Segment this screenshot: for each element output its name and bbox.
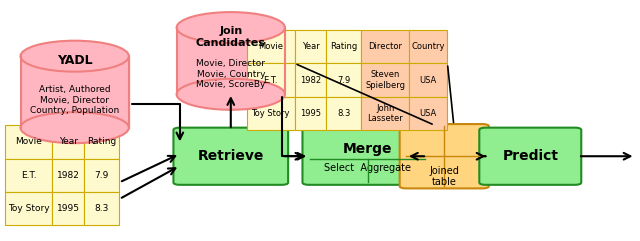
Text: 1982: 1982: [57, 171, 80, 180]
Bar: [294, 97, 326, 130]
Text: Director: Director: [368, 42, 403, 51]
Bar: [294, 30, 326, 63]
Text: Movie, Director
Movie, Country
Movie, ScoreBy: Movie, Director Movie, Country Movie, Sc…: [196, 59, 266, 89]
Bar: [326, 63, 362, 97]
Bar: [326, 30, 362, 63]
Text: Steven
Spielberg: Steven Spielberg: [365, 70, 405, 90]
FancyBboxPatch shape: [479, 128, 581, 185]
FancyBboxPatch shape: [399, 124, 489, 188]
Text: Predict: Predict: [502, 149, 558, 163]
FancyBboxPatch shape: [173, 128, 288, 185]
Bar: [294, 63, 326, 97]
Bar: [52, 192, 84, 225]
Text: 7.9: 7.9: [95, 171, 109, 180]
Bar: [84, 159, 119, 192]
Text: E.T.: E.T.: [264, 75, 278, 85]
Text: Retrieve: Retrieve: [198, 149, 264, 163]
Bar: [409, 63, 447, 97]
Bar: [4, 192, 52, 225]
Polygon shape: [20, 56, 129, 128]
Bar: [52, 159, 84, 192]
Text: USA: USA: [420, 109, 437, 118]
Bar: [4, 125, 52, 159]
Polygon shape: [177, 27, 285, 94]
Text: Movie: Movie: [15, 137, 42, 147]
Text: Movie: Movie: [258, 42, 283, 51]
Bar: [409, 30, 447, 63]
Text: Rating: Rating: [330, 42, 358, 51]
Bar: [246, 97, 294, 130]
Bar: [84, 125, 119, 159]
Text: YADL: YADL: [57, 54, 93, 67]
Bar: [52, 125, 84, 159]
Text: 1982: 1982: [300, 75, 321, 85]
Bar: [84, 192, 119, 225]
Text: USA: USA: [420, 75, 437, 85]
Text: 7.9: 7.9: [337, 75, 351, 85]
Text: Toy Story: Toy Story: [252, 109, 290, 118]
Text: Join
Candidates: Join Candidates: [196, 26, 266, 48]
Text: Country: Country: [412, 42, 445, 51]
Text: Merge: Merge: [343, 142, 392, 156]
Ellipse shape: [177, 12, 285, 43]
Text: Year: Year: [301, 42, 319, 51]
Text: E.T.: E.T.: [20, 171, 36, 180]
Text: 1995: 1995: [300, 109, 321, 118]
Text: Artist, Authored
Movie, Director
Country, Population: Artist, Authored Movie, Director Country…: [30, 85, 119, 115]
Text: Joined
table: Joined table: [429, 166, 459, 187]
Bar: [409, 97, 447, 130]
Bar: [362, 63, 409, 97]
Bar: [246, 63, 294, 97]
Text: John
Lasseter: John Lasseter: [367, 104, 403, 123]
Ellipse shape: [177, 79, 285, 110]
Text: Select  Aggregate: Select Aggregate: [324, 163, 412, 173]
Text: 1995: 1995: [57, 204, 80, 213]
Bar: [246, 30, 294, 63]
Ellipse shape: [20, 41, 129, 72]
Text: 8.3: 8.3: [95, 204, 109, 213]
Bar: [4, 159, 52, 192]
Text: Toy Story: Toy Story: [8, 204, 49, 213]
Bar: [362, 97, 409, 130]
Text: Rating: Rating: [87, 137, 116, 147]
Text: 8.3: 8.3: [337, 109, 351, 118]
Bar: [326, 97, 362, 130]
Text: Year: Year: [59, 137, 78, 147]
Ellipse shape: [20, 112, 129, 143]
Bar: [362, 30, 409, 63]
FancyBboxPatch shape: [303, 128, 433, 185]
